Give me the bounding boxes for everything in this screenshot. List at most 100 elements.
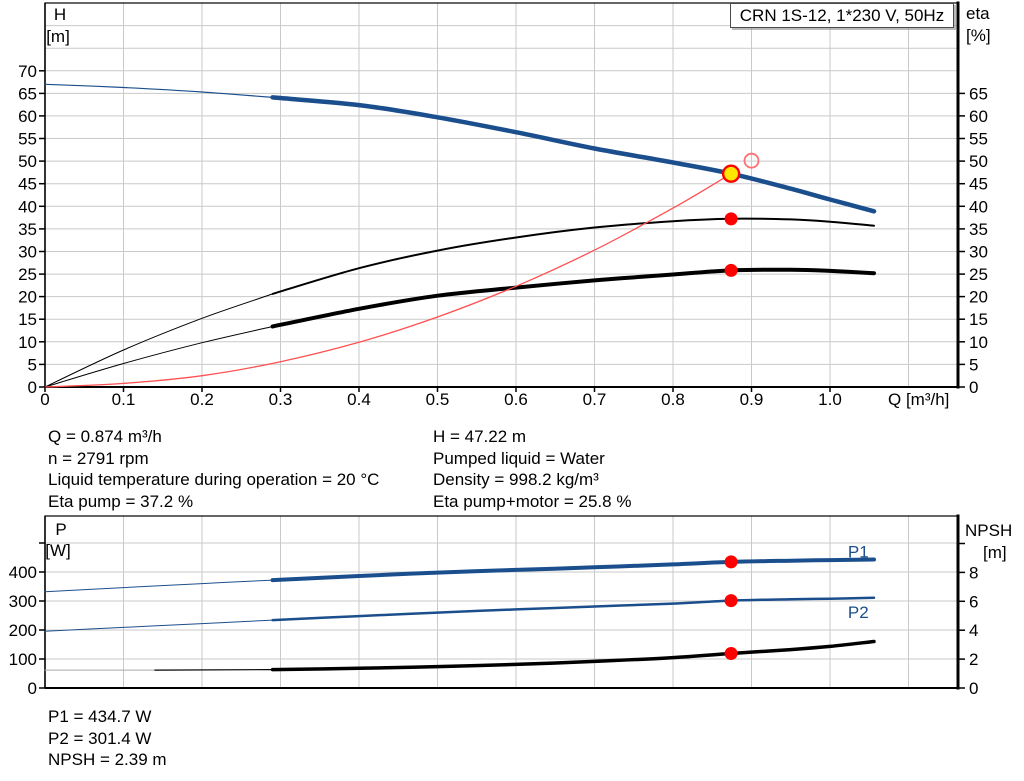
- left-tick-label: 60: [18, 107, 37, 126]
- duty-point-marker: [721, 164, 741, 183]
- plot-border: [44, 515, 959, 689]
- power-npsh-chart: 0 100 200 300 400 0 2 4 6 8 P1 P2 P [W] NPSH [m]: [9, 514, 1012, 698]
- x-axis-unit-label: Q [m³/h]: [888, 390, 949, 409]
- x-tick-label: 0.7: [583, 390, 607, 409]
- right-tick-label: 30: [969, 243, 988, 262]
- right-tick-label: 4: [969, 621, 978, 640]
- grid: [45, 516, 958, 688]
- right-tick-label: 40: [969, 197, 988, 216]
- left-tick-label: 25: [18, 265, 37, 284]
- right-tick-label: 6: [969, 592, 978, 611]
- right-axis-label: [%]: [966, 26, 991, 45]
- left-tick-label: 0: [28, 679, 37, 698]
- right-tick-label: 45: [969, 175, 988, 194]
- left-tick-label: 200: [9, 621, 37, 640]
- right-tick-label: 2: [969, 650, 978, 669]
- requested-duty-point-marker: [743, 152, 760, 169]
- x-tick-label: 0.4: [347, 390, 371, 409]
- left-tick-label: 50: [18, 152, 37, 171]
- plot-frame: [44, 1, 960, 389]
- annotation-flow: Q = 0.874 m³/h: [48, 427, 162, 446]
- annotation-eta-pump-motor: Eta pump+motor = 25.8 %: [433, 491, 632, 511]
- annotation-density: Density = 998.2 kg/m³: [433, 470, 599, 489]
- head-curve-low-flow: [44, 83, 274, 98]
- power-annotations: P1 = 434.7 W P2 = 301.4 W NPSH = 2.39 m: [48, 706, 167, 771]
- annotation-eta-pump: Eta pump = 37.2 %: [48, 491, 194, 511]
- right-tick-label: 20: [969, 288, 988, 307]
- left-tick-label: 15: [18, 310, 37, 329]
- right-axis-label: [m]: [983, 543, 1007, 562]
- annotation-speed: n = 2791 rpm: [48, 448, 149, 468]
- left-tick-label: 0: [28, 378, 37, 397]
- right-tick-label: 25: [969, 265, 988, 284]
- left-tick-label: 45: [18, 175, 37, 194]
- left-tick-label: 100: [9, 650, 37, 669]
- p2-curve-low-flow: [44, 619, 274, 632]
- p1-duty-point-marker: [724, 555, 738, 569]
- annotation-npsh: NPSH = 2.39 m: [48, 750, 167, 769]
- head-curve: [270, 95, 877, 214]
- left-tick-label: 30: [18, 243, 37, 262]
- left-axis-label: H: [54, 5, 66, 24]
- right-axis-label: eta: [966, 4, 990, 23]
- right-tick-label: 60: [969, 107, 988, 126]
- x-tick-label: 0: [40, 390, 49, 409]
- eta-pump-motor-curve: [270, 267, 876, 329]
- annotation-head: H = 47.22 m: [433, 427, 527, 446]
- left-tick-label: 40: [18, 197, 37, 216]
- p2-duty-point-marker: [724, 594, 738, 608]
- annotation-p2: P2 = 301.4 W: [48, 728, 152, 748]
- eta-pump-duty-point-marker: [724, 212, 738, 226]
- system-curve: [44, 173, 732, 388]
- left-tick-label: 5: [28, 355, 37, 374]
- x-tick-label: 0.5: [426, 390, 450, 409]
- x-tick-label: 0.9: [740, 390, 764, 409]
- left-tick-label: 400: [9, 563, 37, 582]
- right-tick-label: 50: [969, 152, 988, 171]
- right-tick-label: 35: [969, 220, 988, 239]
- x-tick-label: 0.2: [190, 390, 214, 409]
- grid: [45, 3, 958, 387]
- right-axis-label: NPSH: [965, 521, 1012, 540]
- right-tick-label: 0: [969, 378, 978, 397]
- left-axis-label: P: [55, 520, 66, 539]
- right-tick-label: 65: [969, 84, 988, 103]
- eta-pump-motor-duty-point-marker: [724, 263, 738, 277]
- p1-curve-low-flow: [44, 579, 274, 593]
- right-tick-label: 5: [969, 355, 978, 374]
- eta-pump-motor-curve-low-flow: [44, 326, 274, 388]
- axis-ticks: 0 100 200 300 400 0 2 4 6 8: [9, 542, 978, 698]
- duty-annotations-right: H = 47.22 m Pumped liquid = Water Densit…: [433, 426, 631, 512]
- eta-pump-curve-low-flow: [44, 293, 274, 388]
- right-tick-label: 0: [969, 679, 978, 698]
- x-tick-label: 0.3: [269, 390, 293, 409]
- right-tick-label: 55: [969, 130, 988, 149]
- right-tick-label: 8: [969, 563, 978, 582]
- annotation-pumped-liquid: Pumped liquid = Water: [433, 448, 605, 468]
- x-tick-label: 0.6: [504, 390, 528, 409]
- npsh-duty-point-marker: [724, 647, 738, 660]
- x-tick-label: 0.1: [112, 390, 136, 409]
- p2-curve: [271, 596, 876, 622]
- right-tick-label: 15: [969, 310, 988, 329]
- duty-annotations-left: Q = 0.874 m³/h n = 2791 rpm Liquid tempe…: [48, 426, 379, 512]
- left-tick-label: 35: [18, 220, 37, 239]
- left-tick-label: 10: [18, 333, 37, 352]
- left-axis-label: [W]: [45, 541, 71, 560]
- left-axis-label: [m]: [46, 27, 70, 46]
- eta-pump-curve: [271, 217, 875, 295]
- annotation-p1: P1 = 434.7 W: [48, 707, 152, 726]
- left-tick-label: 70: [18, 62, 37, 81]
- right-tick-label: 10: [969, 333, 988, 352]
- x-tick-label: 0.8: [661, 390, 685, 409]
- left-tick-label: 300: [9, 592, 37, 611]
- p1-series-label: P1: [848, 543, 869, 562]
- p1-curve: [270, 557, 876, 583]
- p2-series-label: P2: [848, 603, 869, 622]
- x-tick-label: 1.0: [818, 390, 842, 409]
- left-tick-label: 65: [18, 84, 37, 103]
- left-tick-label: 20: [18, 288, 37, 307]
- pump-title: CRN 1S-12, 1*230 V, 50Hz: [739, 5, 945, 25]
